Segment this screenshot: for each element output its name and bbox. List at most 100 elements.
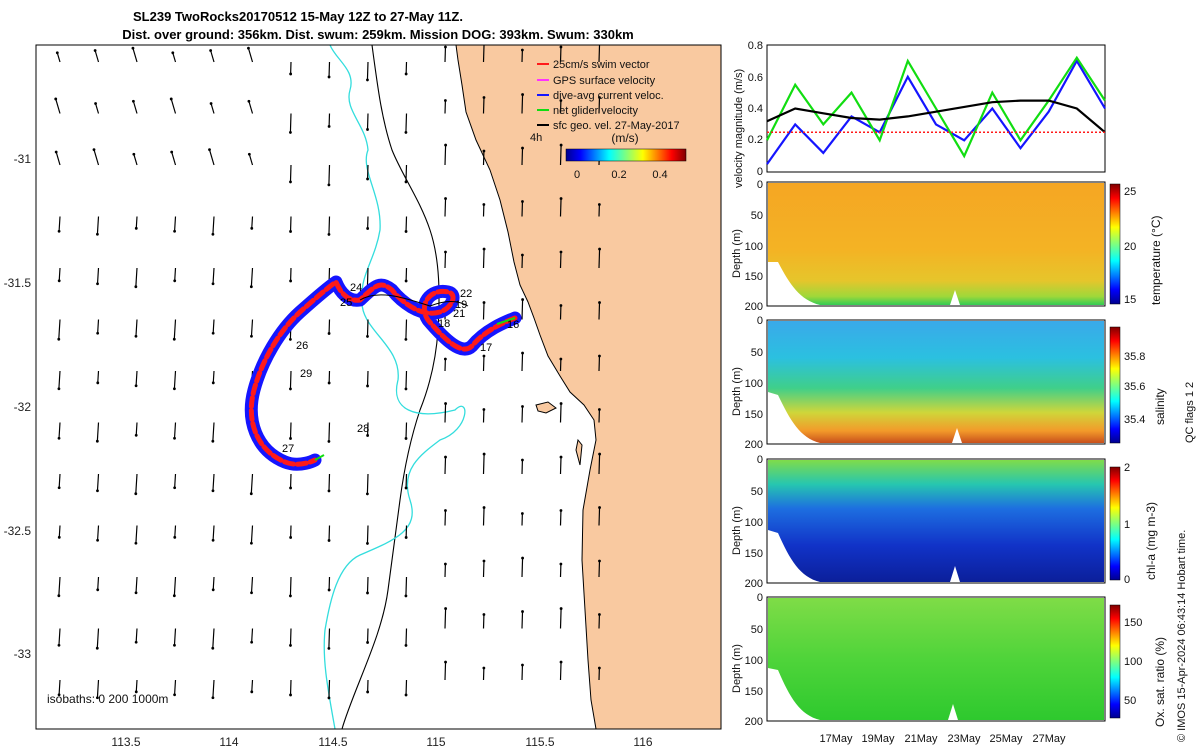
geo-velocity-arrowhead [55, 151, 58, 154]
geo-velocity-arrowhead [598, 408, 601, 411]
geo-velocity-arrow [406, 320, 407, 340]
colorbar-tick-1: 0.2 [611, 169, 626, 181]
depth-tick: 50 [751, 486, 763, 498]
geo-velocity-arrow [290, 629, 291, 646]
geo-velocity-arrowhead [560, 304, 563, 307]
geo-velocity-arrowhead [173, 437, 176, 440]
geo-velocity-arrow [406, 629, 407, 646]
geo-velocity-arrowhead [96, 489, 99, 492]
map-ytick: -32 [14, 400, 32, 414]
geo-velocity-arrowhead [560, 661, 563, 664]
geo-velocity-arrowhead [135, 542, 138, 545]
day-label-16: 16 [507, 319, 519, 331]
depth-tick: 100 [745, 241, 763, 253]
depth-tick: 200 [745, 301, 763, 313]
geo-velocity-arrowhead [327, 184, 330, 187]
geo-velocity-arrow [213, 577, 214, 590]
geo-velocity-arrow [367, 62, 368, 80]
depth-tick: 0 [757, 592, 763, 604]
geo-velocity-arrowhead [521, 557, 524, 560]
geo-velocity-arrowhead [58, 536, 61, 539]
depth-label: Depth (m) [731, 506, 743, 555]
depth-tick: 0 [757, 315, 763, 327]
map-ytick: -33 [14, 647, 32, 661]
map-ytick: -32.5 [4, 524, 32, 538]
geo-velocity-arrowhead [135, 227, 138, 230]
map-ytick: -31 [14, 152, 32, 166]
chla-ctick: 2 [1124, 462, 1130, 474]
date-tick: 19May [861, 733, 895, 745]
geo-velocity-arrowhead [366, 385, 369, 388]
geo-velocity-arrow [329, 680, 330, 698]
geo-velocity-arrow [252, 629, 253, 643]
salinity-label: salinity [1153, 388, 1167, 425]
geo-velocity-arrowhead [289, 181, 292, 184]
geo-velocity-arrowhead [289, 230, 292, 233]
geo-velocity-arrowhead [405, 644, 408, 647]
geo-velocity-arrowhead [250, 641, 253, 644]
geo-velocity-arrowhead [560, 144, 563, 147]
geo-velocity-arrowhead [405, 694, 408, 697]
geo-velocity-arrowhead [328, 125, 331, 128]
map-xtick: 113.5 [111, 735, 140, 749]
geo-velocity-arrowhead [248, 100, 251, 103]
geo-velocity-arrow [445, 145, 446, 165]
day-label-18: 18 [438, 318, 450, 330]
geo-velocity-arrowhead [132, 100, 135, 103]
geo-velocity-arrowhead [366, 79, 369, 82]
geo-velocity-arrowhead [328, 233, 331, 236]
geo-velocity-arrowhead [209, 49, 212, 52]
geo-velocity-arrow [136, 217, 137, 229]
geo-velocity-arrowhead [173, 594, 176, 597]
geo-velocity-arrow [59, 474, 60, 488]
geo-velocity-arrowhead [135, 335, 138, 338]
geo-velocity-arrowhead [57, 594, 60, 597]
geo-velocity-arrowhead [483, 613, 486, 616]
geo-velocity-arrowhead [366, 542, 369, 545]
geo-velocity-arrow [522, 148, 523, 165]
geo-velocity-arrow [329, 474, 330, 491]
geo-velocity-arrowhead [289, 487, 292, 490]
map-xtick: 115.5 [525, 735, 554, 749]
geo-velocity-arrow [329, 629, 330, 649]
geo-velocity-arrow [445, 404, 446, 423]
geo-velocity-arrowhead [96, 440, 99, 443]
geo-velocity-arrowhead [58, 279, 61, 282]
geo-velocity-arrowhead [482, 408, 485, 411]
geo-velocity-arrowhead [250, 335, 253, 338]
geo-velocity-arrowhead [289, 437, 292, 440]
oxygen-colorbar [1110, 605, 1120, 718]
geo-velocity-arrow [406, 371, 407, 389]
geo-velocity-arrowhead [135, 591, 138, 594]
chla-section [768, 460, 1104, 582]
geo-velocity-arrowhead [521, 200, 524, 203]
legend-item-geo: sfc geo. vel. 27-May-2017 [537, 120, 680, 132]
geo-velocity-arrowhead [444, 144, 447, 147]
geo-velocity-arrowhead [247, 47, 250, 50]
oxygen-panel: 150 100 50 Ox. sat. ratio (%) 0 50 100 1… [731, 592, 1167, 728]
geo-velocity-arrowhead [560, 402, 563, 405]
geo-velocity-arrow [561, 457, 562, 474]
salinity-section [768, 321, 1104, 443]
geo-velocity-arrowhead [94, 102, 97, 105]
geo-velocity-arrow [136, 680, 137, 692]
legend-item-swim: 25cm/s swim vector [537, 59, 650, 71]
geo-velocity-arrowhead [483, 150, 486, 153]
geo-velocity-arrowhead [521, 352, 524, 355]
geo-velocity-arrowhead [212, 696, 215, 699]
geo-velocity-arrowhead [328, 539, 331, 542]
geo-velocity-arrowhead [171, 51, 174, 54]
geo-velocity-arrowhead [58, 230, 61, 233]
temperature-section [768, 183, 1104, 305]
depth-label: Depth (m) [731, 644, 743, 693]
geo-velocity-arrowhead [96, 233, 99, 236]
geo-velocity-arrowhead [212, 332, 215, 335]
geo-velocity-arrowhead [560, 509, 563, 512]
legend-item-gps: GPS surface velocity [537, 75, 656, 87]
map-ytick: -31.5 [4, 276, 32, 290]
geo-velocity-arrowhead [173, 536, 176, 539]
geo-velocity-arrowhead [366, 641, 369, 644]
geo-velocity-arrow [522, 300, 523, 320]
chla-panel: 2 1 0 chl-a (mg m-3) 0 50 100 150 200 De… [731, 454, 1158, 590]
geo-velocity-arrow [561, 199, 562, 217]
